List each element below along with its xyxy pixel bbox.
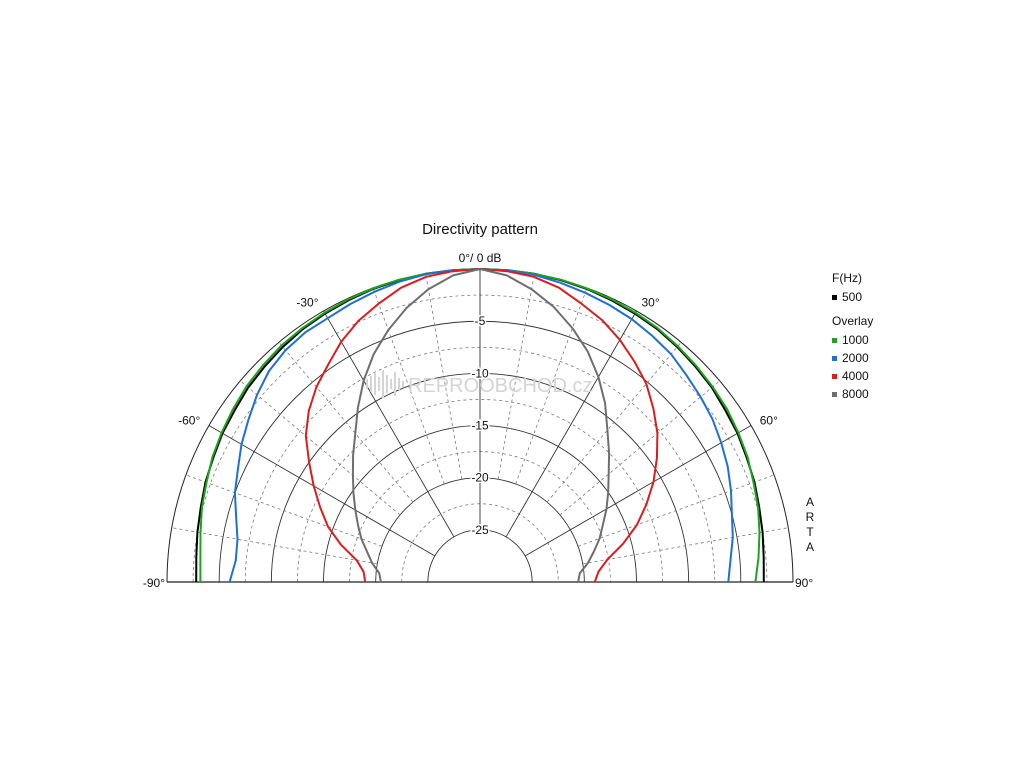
series-line-8000 <box>351 268 611 583</box>
radial-tick-label: -15 <box>471 419 489 433</box>
radial-tick-label: -5 <box>475 314 486 328</box>
grid-spoke-dashed <box>278 341 414 503</box>
chart-title: Directivity pattern <box>422 221 538 238</box>
legend-label: 1000 <box>842 333 869 347</box>
brand-letter: T <box>806 525 814 539</box>
watermark-bar <box>402 381 404 387</box>
grid-spoke-dashed <box>185 474 383 547</box>
grid-spoke-dashed <box>577 474 775 547</box>
grid-spoke <box>208 425 436 557</box>
legend-header: F(Hz) <box>832 271 862 285</box>
watermark-text: REPROOBCHOD.cz <box>408 375 592 397</box>
grid-spoke-dashed <box>559 380 721 516</box>
top-label: 0°/ 0 dB <box>459 251 502 265</box>
angle-tick-label: -60° <box>178 414 200 428</box>
watermark-bar <box>378 377 380 391</box>
watermark-bar <box>390 379 392 389</box>
watermark-bar <box>370 376 372 392</box>
legend-label: 8000 <box>842 387 869 401</box>
legend-label: 2000 <box>842 351 869 365</box>
watermark-bar <box>394 372 396 396</box>
legend-swatch <box>832 338 837 343</box>
radial-tick-label: -10 <box>471 366 489 380</box>
angle-tick-label: 90° <box>795 576 813 590</box>
grid-spoke <box>323 310 455 538</box>
watermark-bar <box>386 375 388 393</box>
angle-tick-label: -90° <box>143 576 165 590</box>
radial-tick-label: -25 <box>471 523 489 537</box>
grid-spoke <box>505 310 637 538</box>
angle-tick-label: -30° <box>296 295 318 309</box>
brand-letter: A <box>806 495 814 509</box>
brand-letter: A <box>806 540 814 554</box>
grid-spoke-dashed <box>515 287 588 485</box>
legend-swatch <box>832 295 837 300</box>
angle-tick-label: 30° <box>642 295 660 309</box>
grid-spoke <box>524 425 752 557</box>
radial-tick-label: -20 <box>471 471 489 485</box>
grid-spoke-dashed <box>239 380 401 516</box>
grid-spoke-dashed <box>171 527 378 565</box>
legend-label: 500 <box>842 290 862 304</box>
legend: F(Hz) 500 Overlay 1000 2000 4000 8000 <box>832 271 873 401</box>
watermark-bar <box>398 378 400 390</box>
legend-swatch <box>832 392 837 397</box>
grid-ring <box>427 529 533 583</box>
legend-swatch <box>832 356 837 361</box>
brand-letter: R <box>806 510 815 524</box>
grid-spoke-dashed <box>372 287 445 485</box>
grid-spoke-dashed <box>582 527 789 565</box>
grid-spoke-dashed <box>546 341 682 503</box>
legend-group-label: Overlay <box>832 314 873 328</box>
legend-label: 4000 <box>842 369 869 383</box>
watermark: REPROOBCHOD.cz <box>362 370 592 398</box>
watermark-bar <box>366 379 368 389</box>
angle-tick-label: 60° <box>760 414 778 428</box>
watermark-bar <box>374 373 376 395</box>
series-group <box>195 268 765 583</box>
axis-labels: 0°/ 0 dB -90° -60° -30° 30° 60° 90° -5 -10 -15 -20… <box>143 251 814 590</box>
polar-grid <box>166 268 794 583</box>
watermark-bar <box>382 370 384 398</box>
legend-swatch <box>832 374 837 379</box>
grid-spoke-dashed <box>425 273 463 480</box>
grid-spoke-dashed <box>497 273 535 480</box>
